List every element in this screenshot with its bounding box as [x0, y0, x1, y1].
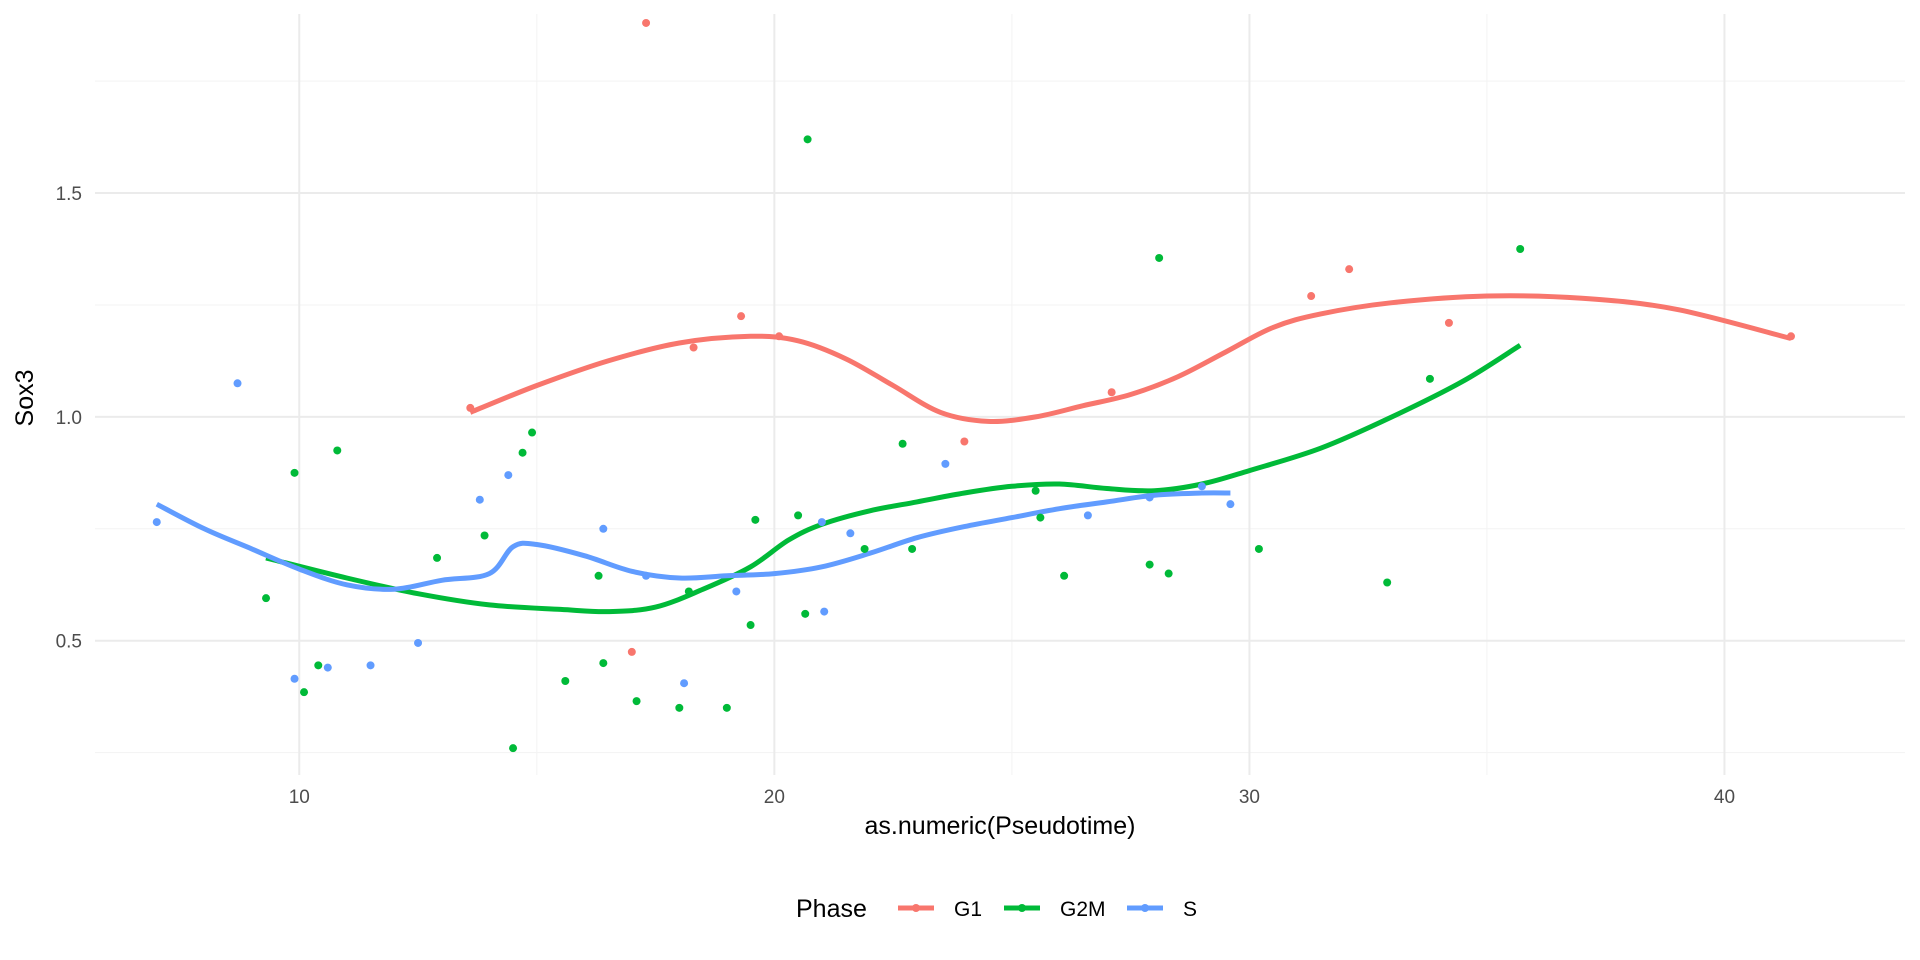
point-s — [846, 529, 855, 538]
point-g2m — [801, 609, 810, 618]
legend-point-g2m — [1018, 904, 1026, 912]
point-g2m — [898, 439, 907, 448]
x-tick-label: 30 — [1239, 787, 1260, 808]
point-g2m — [518, 448, 527, 457]
point-g1 — [627, 647, 636, 656]
point-s — [414, 638, 423, 647]
y-tick-label: 0.5 — [56, 632, 82, 653]
point-s — [504, 471, 513, 480]
point-g1 — [775, 332, 784, 341]
smooth-line-g2m — [265, 343, 1522, 615]
point-g2m — [314, 661, 323, 670]
point-g1 — [1345, 265, 1354, 274]
point-s — [817, 518, 826, 527]
y-tick-label: 1.5 — [56, 184, 82, 205]
grid-minor-lines — [95, 14, 1905, 775]
point-s — [1145, 493, 1154, 502]
point-g2m — [632, 697, 641, 706]
smooth-line-s — [155, 490, 1231, 592]
point-g1 — [960, 437, 969, 446]
point-s — [599, 524, 608, 533]
point-g2m — [1425, 374, 1434, 383]
point-g1 — [642, 18, 651, 27]
point-s — [1083, 511, 1092, 520]
grid-major-lines — [95, 14, 1905, 775]
smooth-line-g1 — [469, 293, 1792, 425]
x-tick-label: 20 — [764, 787, 785, 808]
point-g2m — [1060, 571, 1069, 580]
point-g2m — [528, 428, 537, 437]
point-s — [475, 495, 484, 504]
point-g2m — [1164, 569, 1173, 578]
point-g2m — [561, 676, 570, 685]
legend: Phase G1 G2M S — [796, 895, 1197, 923]
y-axis-tick-labels: 0.5 1.0 1.5 — [56, 184, 82, 653]
legend-point-g1 — [912, 904, 920, 912]
point-s — [820, 607, 829, 616]
legend-label-g1: G1 — [954, 898, 982, 921]
point-g2m — [509, 744, 518, 753]
y-axis-title: Sox3 — [11, 370, 39, 427]
point-g1 — [1307, 292, 1316, 301]
point-s — [941, 459, 950, 468]
point-g2m — [794, 511, 803, 520]
point-g2m — [803, 135, 812, 144]
point-g2m — [1036, 513, 1045, 522]
legend-point-s — [1141, 904, 1149, 912]
x-axis-title: as.numeric(Pseudotime) — [865, 812, 1136, 840]
point-g2m — [722, 703, 731, 712]
point-s — [642, 571, 651, 580]
point-g2m — [751, 515, 760, 524]
point-g2m — [300, 688, 309, 697]
point-g2m — [1145, 560, 1154, 569]
point-g2m — [480, 531, 489, 540]
point-g1 — [737, 312, 746, 321]
legend-label-g2m: G2M — [1060, 898, 1106, 921]
point-g1 — [689, 343, 698, 352]
point-g2m — [290, 468, 299, 477]
point-g2m — [908, 544, 917, 553]
legend-title: Phase — [796, 895, 867, 923]
point-s — [233, 379, 242, 388]
point-g2m — [684, 587, 693, 596]
point-g2m — [1031, 486, 1040, 495]
point-g2m — [860, 544, 869, 553]
point-g2m — [1516, 245, 1525, 254]
point-g2m — [746, 621, 755, 630]
x-tick-label: 10 — [289, 787, 310, 808]
point-s — [290, 674, 299, 683]
point-g1 — [1786, 332, 1795, 341]
y-tick-label: 1.0 — [56, 408, 82, 429]
point-g1 — [1107, 388, 1116, 397]
smooth-lines — [155, 293, 1792, 615]
point-g2m — [1254, 544, 1263, 553]
point-g2m — [1383, 578, 1392, 587]
point-g2m — [1155, 253, 1164, 262]
point-g2m — [675, 703, 684, 712]
point-g2m — [599, 659, 608, 668]
point-s — [732, 587, 741, 596]
point-g2m — [333, 446, 342, 455]
point-g2m — [594, 571, 603, 580]
point-g1 — [1444, 318, 1453, 327]
x-tick-label: 40 — [1714, 787, 1735, 808]
point-s — [1226, 500, 1235, 509]
point-s — [152, 518, 161, 527]
point-g2m — [262, 594, 271, 603]
point-s — [323, 663, 332, 672]
point-g2m — [433, 553, 442, 562]
data-points — [152, 18, 1795, 753]
point-g1 — [466, 403, 475, 412]
point-s — [1197, 482, 1206, 491]
x-axis-tick-labels: 10 20 30 40 — [289, 787, 1735, 808]
point-s — [680, 679, 689, 688]
point-s — [366, 661, 375, 670]
legend-label-s: S — [1183, 898, 1197, 921]
